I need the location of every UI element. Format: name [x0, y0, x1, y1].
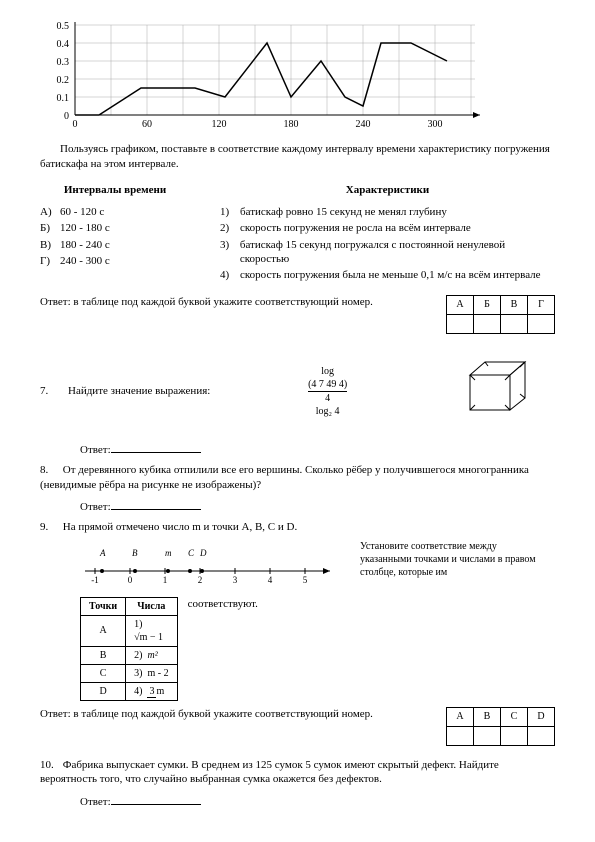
q8-num: 8.	[40, 463, 60, 477]
interval-val: 120 - 180 с	[60, 221, 110, 235]
q7-ans-label: Ответ:	[80, 444, 111, 456]
interval-val: 180 - 240 с	[60, 238, 110, 252]
q7-text: Найдите значение выражения:	[68, 384, 210, 398]
svg-text:60: 60	[142, 119, 152, 130]
char-key: 2)	[220, 221, 240, 235]
q10-text: Фабрика выпускает сумки. В среднем из 12…	[40, 759, 499, 785]
q9-corr: соответствуют.	[188, 597, 258, 611]
interval-val: 240 - 300 с	[60, 254, 110, 268]
svg-text:120: 120	[212, 119, 227, 130]
interval-key: Г)	[40, 254, 60, 268]
svg-text:2: 2	[198, 575, 203, 585]
svg-text:A: A	[99, 548, 106, 558]
q7-blank[interactable]	[111, 441, 201, 453]
interval-val: 60 - 120 с	[60, 205, 104, 219]
matching-block: Интервалы времени А)60 - 120 с Б)120 - 1…	[40, 183, 555, 285]
q9-num: 9.	[40, 520, 60, 534]
depth-chart: 0.5 0.4 0.3 0.2 0.1 0 0 60 120 180 240 3…	[40, 20, 555, 134]
q10-blank[interactable]	[111, 793, 201, 805]
svg-text:0.2: 0.2	[57, 75, 70, 86]
svg-text:1: 1	[163, 575, 168, 585]
char-key: 3)	[220, 238, 240, 267]
intervals-header: Интервалы времени	[40, 183, 190, 197]
svg-text:3: 3	[233, 575, 238, 585]
svg-text:240: 240	[356, 119, 371, 130]
svg-text:180: 180	[284, 119, 299, 130]
answer-grid-1: АБВГ	[446, 295, 555, 334]
svg-text:0.5: 0.5	[57, 21, 70, 32]
interval-key: Б)	[40, 221, 60, 235]
chars-header: Характеристики	[220, 183, 555, 197]
q8-blank[interactable]	[111, 498, 201, 510]
svg-text:0: 0	[73, 119, 78, 130]
points-table: ТочкиЧисла A1)√m − 1 B2) m² C3) m - 2 D4…	[80, 597, 178, 701]
answer-hint-2: Ответ: в таблице под каждой буквой укажи…	[40, 707, 436, 721]
svg-text:0: 0	[128, 575, 133, 585]
svg-text:0: 0	[64, 111, 69, 122]
char-val: батискаф ровно 15 секунд не менял глубин…	[240, 205, 447, 219]
svg-text:B: B	[132, 548, 138, 558]
q7-expression: log (4 7 49 4) 4 log₂ 4	[308, 365, 347, 418]
number-line: A B m C D -1 0 1 2 3 4	[80, 546, 340, 590]
q10-ans-label: Ответ:	[80, 796, 111, 808]
q9-text: На прямой отмечено число m и точки A, B,…	[63, 521, 297, 533]
svg-text:-1: -1	[91, 575, 99, 585]
interval-key: А)	[40, 205, 60, 219]
svg-text:0.1: 0.1	[57, 93, 70, 104]
char-key: 1)	[220, 205, 240, 219]
answer-grid-2: ABCD	[446, 707, 555, 746]
char-key: 4)	[220, 268, 240, 282]
svg-text:4: 4	[268, 575, 273, 585]
svg-text:300: 300	[428, 119, 443, 130]
q10-num: 10.	[40, 758, 60, 772]
intro-text: Пользуясь графиком, поставьте в соответс…	[40, 142, 555, 171]
svg-text:0.3: 0.3	[57, 57, 70, 68]
interval-key: В)	[40, 238, 60, 252]
svg-text:0.4: 0.4	[57, 39, 70, 50]
char-val: скорость погружения не росла на всём инт…	[240, 221, 471, 235]
answer-hint: Ответ: в таблице под каждой буквой укажи…	[40, 295, 436, 309]
svg-text:D: D	[199, 548, 207, 558]
q8-ans-label: Ответ:	[80, 501, 111, 513]
q9-side: Установите соответствие между указанными…	[360, 540, 540, 579]
cube-icon	[455, 350, 535, 429]
svg-text:m: m	[165, 548, 172, 558]
q8-text: От деревянного кубика отпилили все его в…	[40, 464, 529, 490]
char-val: батискаф 15 секунд погружался с постоянн…	[240, 238, 555, 267]
svg-text:5: 5	[303, 575, 308, 585]
char-val: скорость погружения была не меньше 0,1 м…	[240, 268, 541, 282]
q7-num: 7.	[40, 384, 60, 398]
svg-text:C: C	[188, 548, 195, 558]
